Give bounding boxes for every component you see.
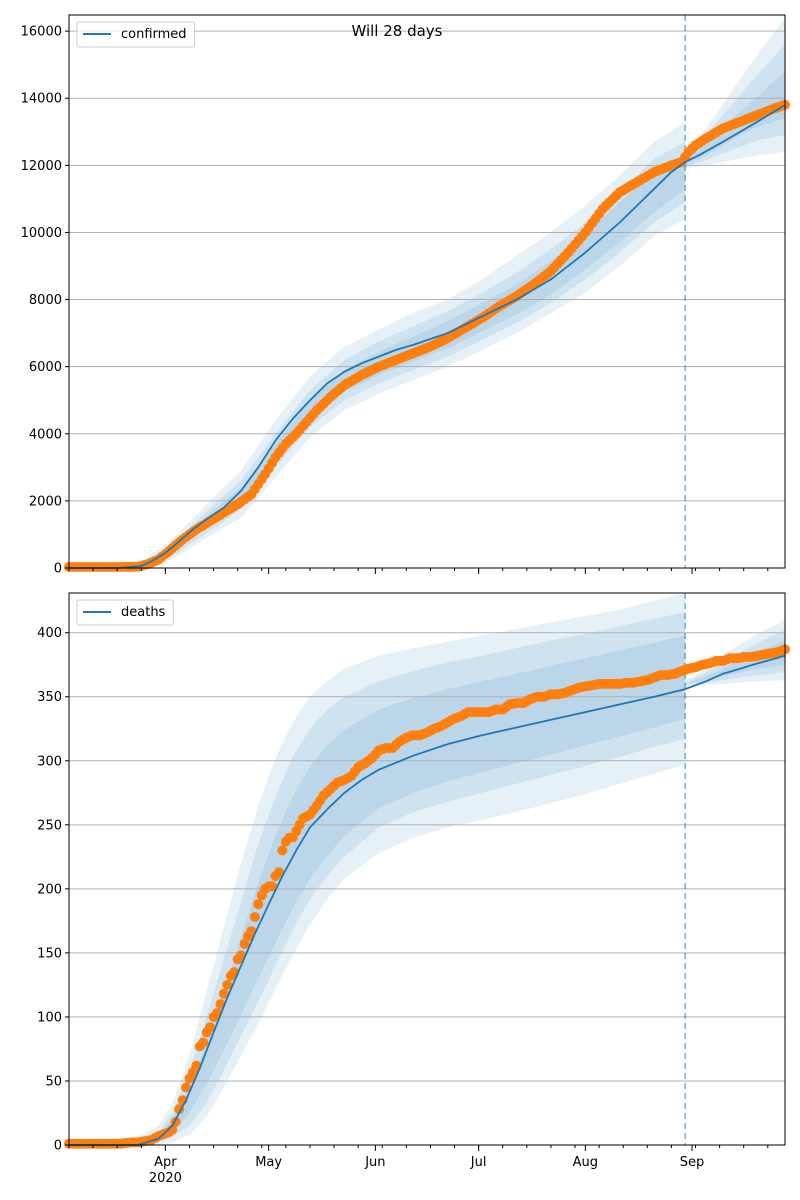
observed-point xyxy=(274,867,284,878)
y-tick-label: 2000 xyxy=(29,494,62,509)
axes-frame xyxy=(68,14,786,569)
confidence-bands xyxy=(69,17,785,569)
legend: confirmed xyxy=(76,21,196,48)
y-tick-label: 14000 xyxy=(21,92,62,107)
observed-points xyxy=(64,99,790,572)
y-tick-label: 400 xyxy=(37,626,62,641)
y-tick-label: 150 xyxy=(37,946,62,961)
observed-point xyxy=(205,1022,216,1033)
chart-title: Will 28 days xyxy=(351,22,442,40)
observed-point xyxy=(277,845,288,856)
observed-point xyxy=(253,899,264,910)
gridlines xyxy=(69,30,785,569)
y-tick-label: 12000 xyxy=(21,159,62,174)
observed-point xyxy=(267,881,278,892)
model-line xyxy=(69,654,786,1146)
x-tick-label: Sep xyxy=(680,1155,705,1170)
observed-point xyxy=(222,979,233,990)
y-tick-label: 4000 xyxy=(29,427,62,442)
band-inner xyxy=(69,155,686,569)
y-tick-label: 0 xyxy=(54,1139,62,1154)
legend-box xyxy=(76,599,174,626)
band-inner xyxy=(69,635,686,1145)
y-tick-label: 8000 xyxy=(29,293,62,308)
y-axis: 0 50 100 150 200 250 300 350 400 xyxy=(37,626,69,1154)
x-tick-label: Apr xyxy=(154,1155,177,1170)
y-tick-label: 300 xyxy=(37,754,62,769)
axes-frame xyxy=(68,592,786,1146)
y-tick-label: 350 xyxy=(37,690,62,705)
x-tick-label: Jul xyxy=(470,1155,487,1170)
y-tick-label: 16000 xyxy=(21,25,62,40)
observed-point xyxy=(198,1037,209,1048)
legend: deaths xyxy=(76,599,174,626)
y-tick-label: 100 xyxy=(37,1010,62,1025)
y-tick-label: 250 xyxy=(37,818,62,833)
x-tick-label: Jun xyxy=(364,1155,385,1170)
legend-label: deaths xyxy=(121,605,166,620)
observed-point xyxy=(249,912,260,922)
y-tick-label: 6000 xyxy=(29,360,62,375)
band-middle xyxy=(69,141,686,569)
axes-frame xyxy=(68,14,786,569)
y-axis: 0 2000 4000 6000 8000 10000 12000 14000 16000 xyxy=(21,25,69,577)
y-tick-label: 0 xyxy=(54,562,62,577)
x-tick-label: May xyxy=(255,1155,282,1170)
legend-box xyxy=(76,21,196,48)
band-middle xyxy=(69,612,686,1145)
x-axis xyxy=(68,568,769,574)
model-line-deaths xyxy=(69,654,786,1146)
band-outer xyxy=(69,121,686,568)
observed-point xyxy=(218,988,229,999)
axes-frame xyxy=(68,592,786,1146)
y-tick-label: 200 xyxy=(37,882,62,897)
model-line-confirmed xyxy=(69,104,786,569)
observed-point xyxy=(239,938,250,949)
model-line xyxy=(69,104,786,569)
y-tick-label: 10000 xyxy=(21,226,62,241)
observed-point xyxy=(246,926,257,937)
y-tick-label: 50 xyxy=(45,1074,62,1089)
legend-label: confirmed xyxy=(121,27,187,42)
x-tick-label: Aug xyxy=(573,1155,598,1170)
confirmed-panel: 0 2000 4000 6000 8000 10000 12000 14000 16000 co… xyxy=(21,14,790,577)
observed-point xyxy=(181,1082,191,1093)
band-forecast-outer xyxy=(685,619,785,687)
x-tick-label: 2020 xyxy=(149,1171,182,1186)
